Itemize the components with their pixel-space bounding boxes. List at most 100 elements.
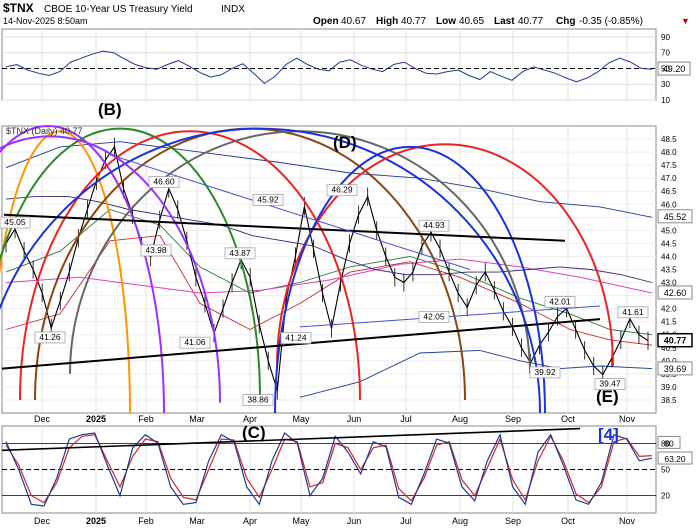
last-label: Last bbox=[494, 16, 515, 27]
x-tick-label: Feb bbox=[138, 414, 154, 424]
x-tick-label: Feb bbox=[138, 516, 154, 526]
price-value-label: 41.26 bbox=[39, 332, 61, 342]
y-tick-label: 80 bbox=[661, 439, 670, 448]
price-value-label: 43.98 bbox=[145, 245, 167, 255]
y-tick-label: 48.0 bbox=[661, 148, 677, 157]
y-tick-label: 20 bbox=[661, 492, 670, 501]
y-tick-label: 47.5 bbox=[661, 161, 677, 170]
y-tick-label: 38.5 bbox=[661, 396, 677, 405]
price-value-box bbox=[224, 247, 256, 260]
price-value-label: 42.01 bbox=[549, 296, 571, 306]
ma50-line bbox=[5, 208, 653, 336]
high-value: 40.77 bbox=[401, 16, 426, 27]
y-tick-label: 50 bbox=[661, 466, 670, 475]
high-label: High bbox=[376, 16, 398, 27]
price-value-box bbox=[34, 331, 66, 344]
price-value-box bbox=[418, 219, 450, 232]
price-value-box bbox=[326, 184, 358, 197]
y-tick-label: 47.0 bbox=[661, 174, 677, 183]
rsi-panel bbox=[1, 28, 657, 101]
trendline-upper bbox=[3, 213, 566, 242]
stochastic-badge bbox=[657, 435, 681, 449]
y-tick-label: 44.0 bbox=[661, 252, 677, 261]
x-tick-label: Dec bbox=[34, 516, 51, 526]
price-right-badge-label: 45.52 bbox=[664, 212, 687, 222]
price-value-box bbox=[418, 310, 450, 323]
instrument-name: CBOE 10-Year US Treasury Yield bbox=[44, 4, 193, 15]
rsi-plot: 49.20 bbox=[5, 50, 691, 85]
x-tick-label: Apr bbox=[243, 414, 257, 424]
ma200-line bbox=[5, 258, 653, 294]
chart-header: $TNX CBOE 10-Year US Treasury Yield INDX… bbox=[3, 1, 690, 27]
x-tick-label: 2025 bbox=[86, 414, 106, 424]
y-tick-label: 50 bbox=[661, 64, 670, 73]
price-value-box bbox=[179, 336, 211, 349]
price-value-label: 44.93 bbox=[423, 220, 445, 230]
y-tick-label: 10 bbox=[661, 96, 670, 105]
price-value-label: 39.47 bbox=[599, 379, 621, 389]
x-tick-label: Sep bbox=[505, 516, 521, 526]
price-value-box bbox=[594, 378, 626, 390]
price-value-label: 41.61 bbox=[622, 307, 644, 317]
cycle-arc-green bbox=[0, 127, 261, 398]
y-tick-label: 41.5 bbox=[661, 318, 677, 327]
x-tick-label: Oct bbox=[561, 516, 576, 526]
price-value-box bbox=[617, 306, 649, 319]
x-tick-label: Mar bbox=[189, 516, 205, 526]
rsi-line bbox=[5, 50, 653, 85]
x-tick-label: Nov bbox=[619, 414, 636, 424]
x-tick-label: Nov bbox=[619, 516, 636, 526]
price-right-badge bbox=[657, 209, 693, 224]
datetime-label: 14-Nov-2025 8:50am bbox=[3, 16, 88, 26]
x-tick-label: Jul bbox=[400, 516, 412, 526]
price-value-box bbox=[529, 366, 561, 379]
x-tick-label: Jun bbox=[347, 414, 362, 424]
price-value-box bbox=[242, 394, 274, 406]
price-value-box bbox=[148, 176, 180, 188]
y-tick-label: 43.0 bbox=[661, 279, 677, 288]
last-value: 40.77 bbox=[518, 16, 543, 27]
price-right-badge bbox=[657, 332, 693, 348]
cycle-arc-red-2 bbox=[276, 143, 614, 367]
stochastic-badge-label: 80 bbox=[664, 438, 674, 448]
low-label: Low bbox=[436, 16, 456, 27]
price-right-badge-label: 42.60 bbox=[664, 288, 687, 298]
price-value-label: 46.60 bbox=[153, 177, 175, 187]
chg-down-icon: ▼ bbox=[681, 16, 690, 26]
open-value: 40.67 bbox=[341, 16, 366, 27]
price-value-label: 45.05 bbox=[4, 217, 26, 227]
x-tick-label: Oct bbox=[561, 414, 576, 424]
stochastic-badge-label: 63.20 bbox=[664, 454, 686, 464]
chg-value: -0.35 (-0.85%) bbox=[579, 16, 643, 27]
price-value-label: 41.24 bbox=[285, 332, 307, 342]
price-value-label: 45.92 bbox=[257, 194, 279, 204]
stochastic-trendline bbox=[1, 427, 581, 452]
stochastic-d-line bbox=[5, 434, 653, 504]
y-tick-label: 39.0 bbox=[661, 383, 677, 392]
price-right-badge-label: 40.77 bbox=[664, 336, 687, 346]
price-value-box bbox=[280, 332, 312, 344]
price-value-box bbox=[140, 244, 172, 257]
channel-line bbox=[299, 305, 601, 328]
y-tick-label: 40.0 bbox=[661, 357, 677, 366]
x-tick-label: Jun bbox=[347, 516, 362, 526]
cycle-arc-purple-2 bbox=[0, 135, 221, 403]
price-value-box bbox=[0, 216, 31, 229]
price-value-label: 46.29 bbox=[331, 185, 353, 195]
wave-label-d: (D) bbox=[333, 133, 357, 152]
x-tick-label: Dec bbox=[34, 414, 51, 424]
wave-label-e: (E) bbox=[596, 387, 619, 406]
open-label: Open bbox=[313, 16, 339, 27]
price-right-badge bbox=[657, 285, 693, 300]
stochastic-badge bbox=[657, 451, 693, 465]
rsi-last-badge bbox=[657, 61, 691, 76]
price-value-box bbox=[252, 194, 284, 206]
y-tick-label: 40.5 bbox=[661, 344, 677, 353]
y-tick-label: 42.0 bbox=[661, 305, 677, 314]
x-tick-label: May bbox=[292, 414, 310, 424]
channel-line-upper bbox=[109, 154, 471, 270]
chg-label: Chg bbox=[556, 16, 575, 27]
x-tick-label: Jul bbox=[400, 414, 412, 424]
x-tick-label: Sep bbox=[505, 414, 521, 424]
